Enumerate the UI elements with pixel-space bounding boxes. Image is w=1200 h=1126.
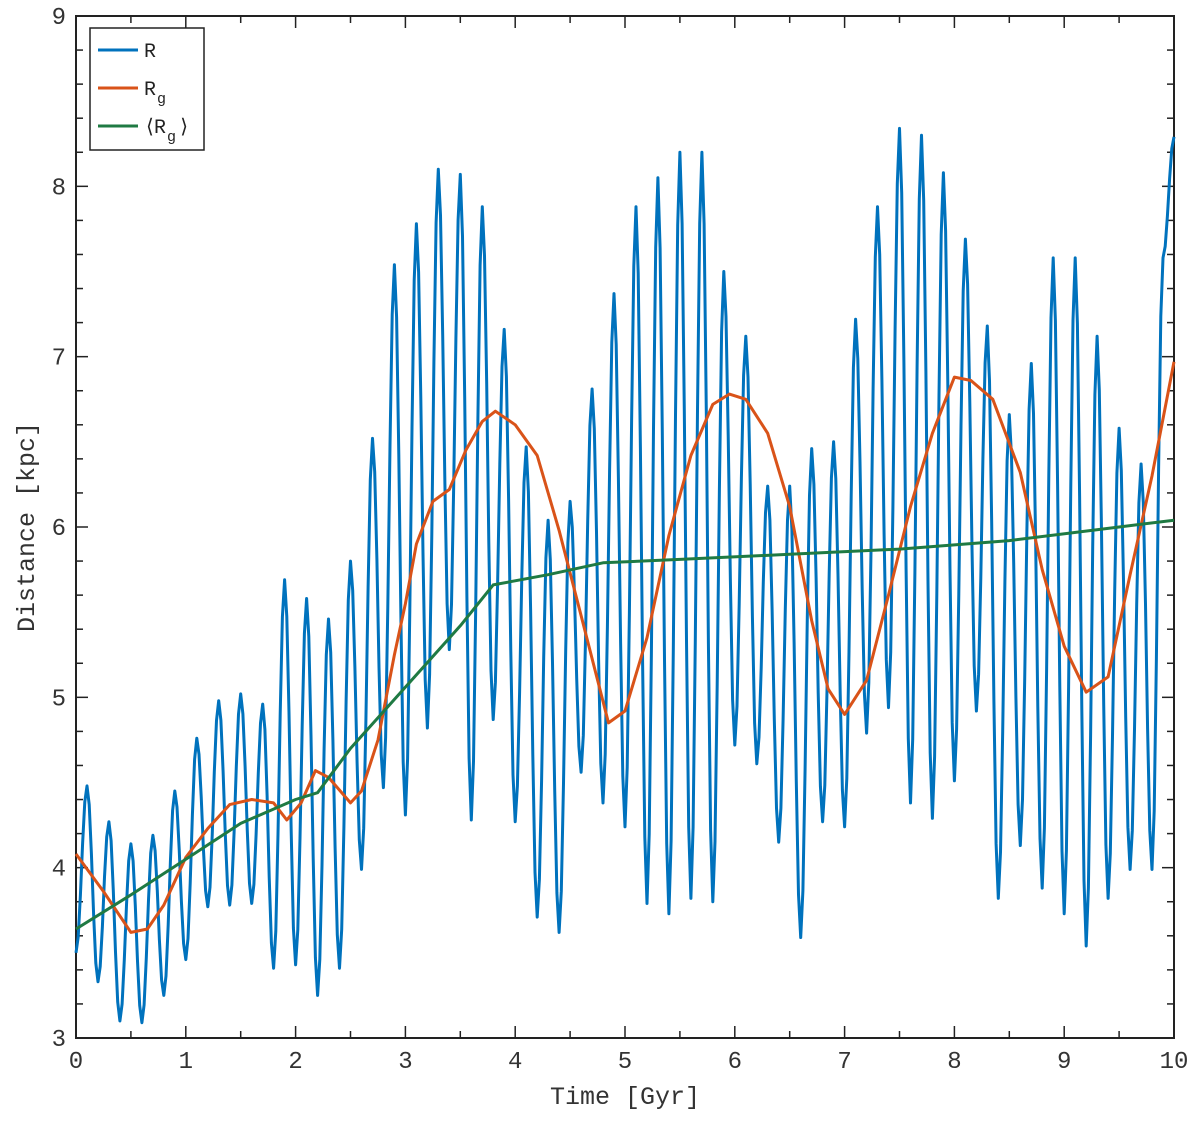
x-tick-label: 5 [618,1049,632,1076]
y-tick-label: 8 [52,175,66,202]
x-tick-label: 3 [398,1049,412,1076]
tick-labels: 0 1 2 3 4 5 6 7 8 9 10 3 4 5 6 7 8 9 [52,5,1189,1076]
legend-label-main: R [144,79,156,102]
legend-label-main: R [154,117,166,140]
x-tick-label: 8 [947,1049,961,1076]
legend-entry-0: R [144,41,156,64]
x-tick-label: 10 [1160,1049,1189,1076]
y-axis-title: Distance [kpc] [13,422,42,632]
plot-frame [75,15,1175,1039]
legend-bracket-left: ⟨ [144,117,156,140]
series-layer [74,126,1176,1025]
x-tick-label: 0 [69,1049,83,1076]
y-tick-label: 9 [52,5,66,32]
y-tick-label: 3 [52,1027,66,1054]
x-tick-label: 2 [288,1049,302,1076]
legend-bracket-right: ⟩ [178,117,190,140]
x-tick-label: 9 [1057,1049,1071,1076]
axis-ticks [75,15,1175,1039]
legend: RR g⟨R g ⟩ [89,27,205,151]
legend-label-sub: g [157,91,166,108]
x-tick-label: 4 [508,1049,522,1076]
x-tick-label: 7 [837,1049,851,1076]
x-tick-label: 1 [179,1049,193,1076]
y-tick-label: 6 [52,516,66,543]
x-axis-title: Time [Gyr] [550,1083,700,1112]
legend-entry-2: ⟨R g ⟩ [144,117,190,146]
y-tick-label: 4 [52,857,66,884]
series-line-0 [74,126,1176,1025]
x-tick-label: 6 [728,1049,742,1076]
plot-area: 0 1 2 3 4 5 6 7 8 9 10 3 4 5 6 7 8 9 [52,5,1189,1076]
y-tick-label: 7 [52,346,66,373]
legend-label-sub: g [167,129,176,146]
series-line-2 [75,518,1175,931]
y-tick-label: 5 [52,686,66,713]
legend-label-main: R [144,41,156,64]
